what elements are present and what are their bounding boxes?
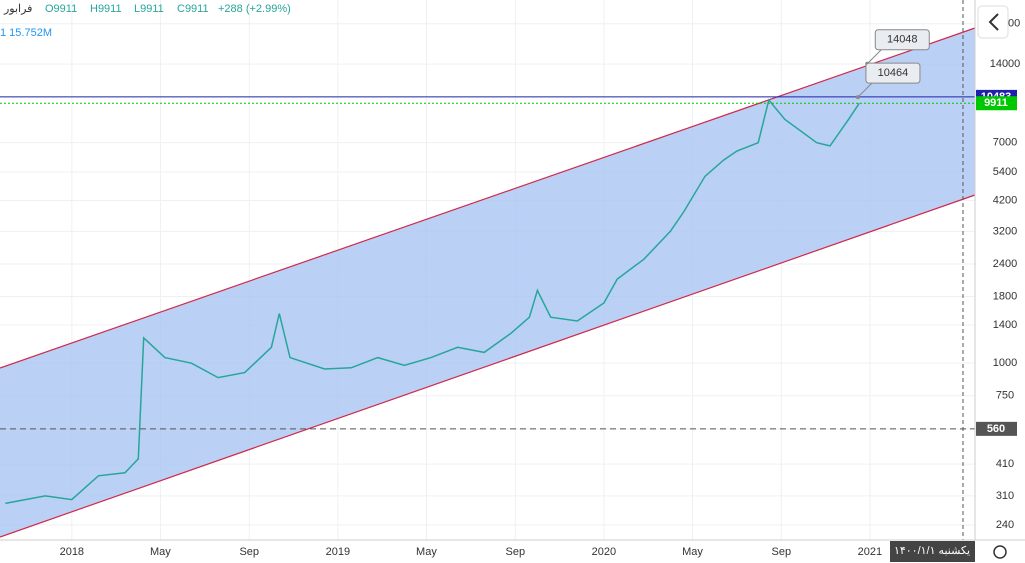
channel-upper [0, 27, 976, 369]
price-label-box [976, 96, 1017, 111]
ohlc-high: H9911 [90, 3, 122, 15]
scroll-button[interactable] [977, 5, 1009, 39]
x-tick-label: Sep [506, 546, 526, 558]
date-label: یکشنبه ۱۴۰۰/۱/۱ [894, 545, 970, 557]
x-tick-label: Sep [239, 546, 259, 558]
price-label: 560 [987, 423, 1005, 435]
y-tick-label: 7000 [993, 137, 1017, 149]
ohlc-close: C9911 [177, 3, 209, 15]
x-tick-label: May [150, 546, 171, 558]
x-tick-label: 2020 [592, 546, 616, 558]
y-tick-label: 3200 [993, 225, 1017, 237]
x-tick-label: 2021 [858, 546, 882, 558]
price-label-box [976, 421, 1017, 436]
y-tick-label: 240 [996, 519, 1014, 531]
callout-point [855, 95, 860, 100]
y-tick-label: 1000 [993, 357, 1017, 369]
symbol: فرابور [3, 3, 32, 15]
price-label: 9911 [984, 97, 1008, 109]
callout-box [865, 62, 921, 84]
x-tick-label: 2019 [326, 546, 350, 558]
ohlc-low: L9911 [134, 3, 164, 15]
y-tick-label: 310 [996, 490, 1014, 502]
callout-box [874, 29, 930, 51]
callout-label: 10464 [878, 67, 909, 79]
y-tick-label: 5400 [993, 166, 1017, 178]
ohlc-open: O9911 [45, 3, 77, 15]
y-tick-label: 1400 [993, 319, 1017, 331]
y-tick-label: 750 [996, 390, 1014, 402]
y-tick-label: 4200 [993, 194, 1017, 206]
scroll-icon [988, 13, 999, 31]
y-tick-label: 1800 [993, 290, 1017, 302]
callout-leader [866, 49, 882, 65]
x-tick-label: 2018 [60, 546, 84, 558]
x-tick-label: May [416, 546, 437, 558]
y-tick-label: 14000 [990, 58, 1021, 70]
y-tick-label: 410 [996, 458, 1014, 470]
x-tick-label: May [682, 546, 703, 558]
price-line [5, 98, 860, 505]
date-box [890, 541, 975, 562]
change: +288 (+2.99%) [218, 3, 291, 15]
channel-lower [0, 194, 976, 538]
callout-leader [857, 82, 873, 98]
volume: 1 15.752M [0, 27, 52, 39]
x-tick-label: Sep [772, 546, 792, 558]
settings-button[interactable] [993, 545, 1007, 559]
y-tick-label: 2400 [993, 258, 1017, 270]
callout-label: 14048 [887, 34, 918, 46]
